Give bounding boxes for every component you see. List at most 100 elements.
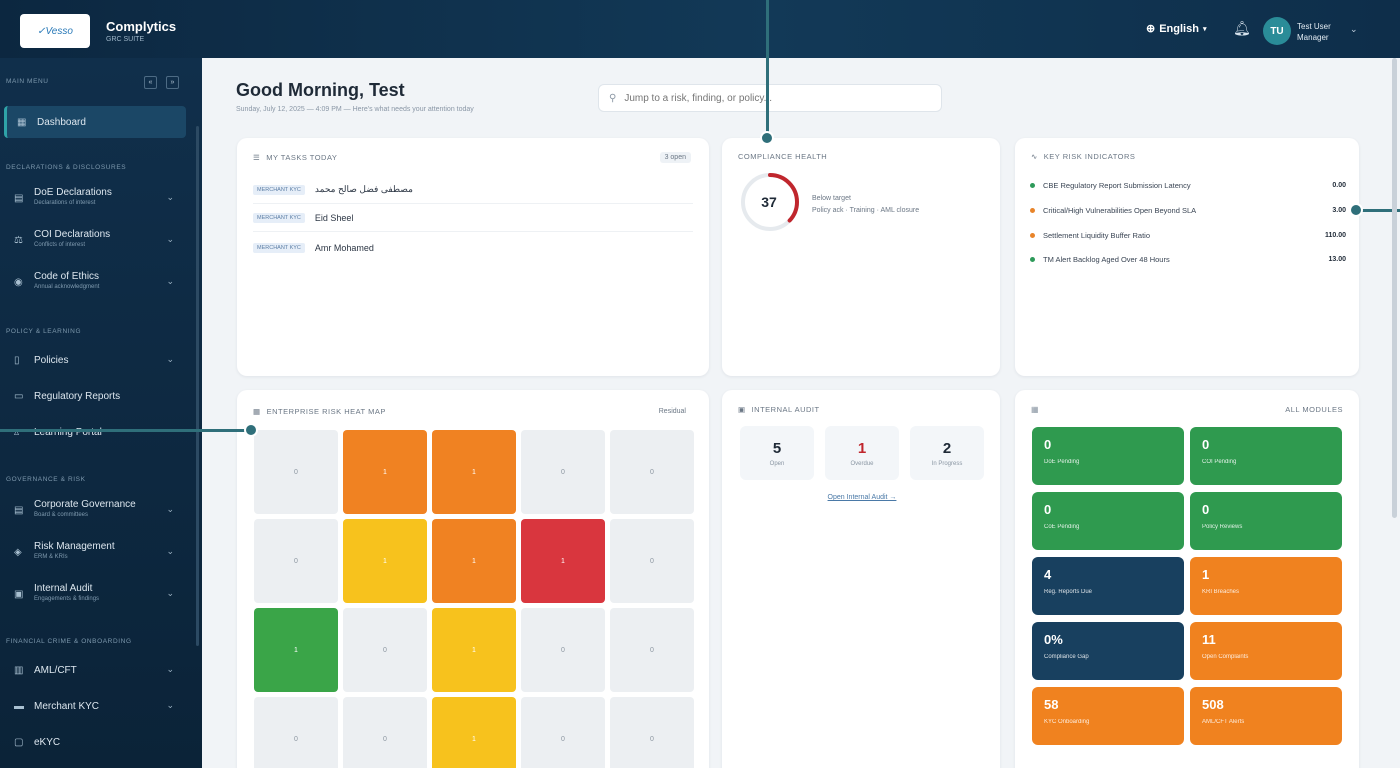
kri-status-dot: [1030, 232, 1035, 238]
sidebar-section-financial-crime: FINANCIAL CRIME & ONBOARDING: [6, 638, 132, 645]
heatmap-cell[interactable]: 0: [610, 519, 694, 603]
sidebar-item-sub: Annual acknowledgment: [34, 284, 100, 290]
module-count: 1: [1202, 567, 1210, 582]
heatmap-cell[interactable]: 0: [610, 430, 694, 514]
heatmap-cell[interactable]: 1: [343, 430, 427, 514]
sidebar-item-regulatory-reports[interactable]: ▭ Regulatory Reports: [4, 380, 186, 412]
heatmap-cell[interactable]: 0: [610, 697, 694, 768]
avatar[interactable]: TU: [1263, 17, 1291, 45]
kri-row[interactable]: Critical/High Vulnerabilities Open Beyon…: [1030, 203, 1346, 217]
sidebar-item-label: COI Declarations: [34, 229, 111, 240]
search-input[interactable]: [624, 92, 925, 104]
task-row[interactable]: MERCHANT KYC Amr Mohamed: [253, 234, 693, 262]
heatmap-cell[interactable]: 0: [254, 519, 338, 603]
task-row[interactable]: MERCHANT KYC Eid Sheel: [253, 204, 693, 232]
sidebar-item-sub: Engagements & findings: [34, 596, 100, 602]
task-name: Eid Sheel: [314, 212, 354, 223]
kri-row[interactable]: TM Alert Backlog Aged Over 48 Hours 13.00: [1030, 252, 1346, 266]
module-tile[interactable]: 0 Policy Reviews: [1190, 492, 1342, 550]
sidebar-item-ekyc[interactable]: ▢ eKYC: [4, 726, 186, 758]
audit-stat-number: 5: [772, 439, 782, 457]
module-tile[interactable]: 11 Open Complaints: [1190, 622, 1342, 680]
kri-status-dot: [1030, 182, 1035, 188]
sidebar-item-doe-declarations[interactable]: ▤ DoE Declarations Declarations of intere…: [4, 182, 186, 214]
heatmap-cell[interactable]: 1: [254, 608, 338, 692]
heatmap-cell[interactable]: 1: [432, 519, 516, 603]
module-tile[interactable]: 1 KRI Breaches: [1190, 557, 1342, 615]
module-tile[interactable]: 0 DoE Pending: [1032, 427, 1184, 485]
heatmap-cell[interactable]: 1: [521, 519, 605, 603]
search-bar[interactable]: ⚲: [598, 84, 942, 112]
annotation-line: [766, 0, 769, 134]
pin-icon[interactable]: »: [166, 76, 179, 89]
audit-stat-label: In Progress: [931, 460, 963, 467]
sidebar-item-learning-portal[interactable]: ▵ Learning Portal: [4, 416, 186, 448]
heatmap-cell[interactable]: 0: [343, 608, 427, 692]
audit-stat-overdue[interactable]: 1 Overdue: [825, 426, 899, 480]
sidebar-item-dashboard[interactable]: ▦ Dashboard: [4, 106, 186, 138]
module-label: AML/CFT Alerts: [1202, 719, 1245, 725]
sidebar-item-label: Regulatory Reports: [34, 390, 121, 402]
heatmap-cell[interactable]: 0: [521, 697, 605, 768]
heatmap-cell[interactable]: 0: [521, 430, 605, 514]
modules-title: ALL MODULES: [1285, 405, 1343, 414]
sidebar-item-sub: Conflicts of interest: [34, 242, 86, 248]
kri-label: Critical/High Vulnerabilities Open Beyon…: [1043, 205, 1197, 215]
sidebar-item-merchant-kyc[interactable]: ▬ Merchant KYC ⌄: [4, 690, 186, 722]
sidebar-item-corporate-governance[interactable]: ▤ Corporate Governance Board & committees…: [4, 494, 186, 526]
audit-stat-open[interactable]: 5 Open: [740, 426, 814, 480]
module-label: CoE Pending: [1044, 524, 1080, 530]
sidebar-item-coi-declarations[interactable]: ⚖ COI Declarations Conflicts of interest …: [4, 224, 186, 256]
annotation-marker: [760, 131, 774, 145]
task-row[interactable]: MERCHANT KYC مصطفى فضل صالح محمد: [253, 176, 693, 204]
sidebar: MAIN MENU « » ▦ Dashboard DECLARATIONS &…: [0, 58, 202, 768]
module-tile[interactable]: 58 KYC Onboarding: [1032, 687, 1184, 745]
sidebar-item-code-of-ethics[interactable]: ◉ Code of Ethics Annual acknowledgment ⌄: [4, 266, 186, 298]
heatmap-cell[interactable]: 0: [254, 697, 338, 768]
kri-row[interactable]: Settlement Liquidity Buffer Ratio 110.00: [1030, 228, 1346, 242]
company-logo[interactable]: ✓Vesso: [20, 14, 90, 48]
sidebar-item-policies[interactable]: ▯ Policies ⌄: [4, 344, 186, 376]
heatmap-cell[interactable]: 0: [610, 608, 694, 692]
open-internal-audit-link[interactable]: Open Internal Audit →: [827, 494, 897, 501]
heatmap-cell[interactable]: 1: [432, 697, 516, 768]
module-tile[interactable]: 0 CoE Pending: [1032, 492, 1184, 550]
heatmap-cell[interactable]: 1: [343, 519, 427, 603]
module-tile[interactable]: 0 COI Pending: [1190, 427, 1342, 485]
module-tile[interactable]: 0% Compliance Gap: [1032, 622, 1184, 680]
language-selector[interactable]: ⊕ English ▾: [1146, 22, 1206, 36]
heatmap-cell[interactable]: 0: [254, 430, 338, 514]
module-tile[interactable]: 4 Reg. Reports Due: [1032, 557, 1184, 615]
collapse-icon[interactable]: «: [144, 76, 157, 89]
annotation-line: [1360, 209, 1400, 212]
kri-label: TM Alert Backlog Aged Over 48 Hours: [1043, 254, 1170, 264]
module-label: DoE Pending: [1044, 459, 1080, 465]
heatmap-mode-badge[interactable]: Residual: [658, 408, 686, 415]
audit-stat-number: 2: [942, 439, 952, 457]
module-label: COI Pending: [1202, 459, 1237, 465]
sidebar-item-aml-cft[interactable]: ▥ AML/CFT ⌄: [4, 654, 186, 686]
compliance-score: 37: [761, 194, 777, 210]
chevron-down-icon[interactable]: ⌄: [1350, 24, 1358, 34]
heatmap-cell[interactable]: 0: [343, 697, 427, 768]
heatmap-cell[interactable]: 1: [432, 430, 516, 514]
module-tile[interactable]: 508 AML/CFT Alerts: [1190, 687, 1342, 745]
audit-stat-number: 1: [857, 439, 867, 457]
task-name: Amr Mohamed: [314, 243, 374, 253]
sidebar-item-risk-management[interactable]: ◈ Risk Management ERM & KRIs ⌄: [4, 536, 186, 568]
audit-stat-label: Overdue: [850, 460, 874, 467]
card-title: ☰ MY TASKS TODAY: [253, 153, 337, 162]
user-info[interactable]: Test User Manager: [1297, 21, 1331, 43]
module-count: 508: [1202, 697, 1224, 712]
heatmap-cell[interactable]: 0: [521, 608, 605, 692]
chevron-down-icon: ⌄: [166, 192, 174, 202]
sidebar-item-label: eKYC: [34, 736, 61, 748]
kri-row[interactable]: CBE Regulatory Report Submission Latency…: [1030, 178, 1346, 192]
logo-text: ✓Vesso: [37, 25, 73, 37]
sidebar-scrollbar[interactable]: [196, 126, 199, 646]
audit-stat-in-progress[interactable]: 2 In Progress: [910, 426, 984, 480]
page-scrollbar[interactable]: [1392, 58, 1397, 518]
sidebar-item-internal-audit[interactable]: ▣ Internal Audit Engagements & findings ⌄: [4, 578, 186, 610]
heatmap-cell[interactable]: 1: [432, 608, 516, 692]
bell-icon[interactable]: 🔔︎: [1233, 20, 1251, 36]
